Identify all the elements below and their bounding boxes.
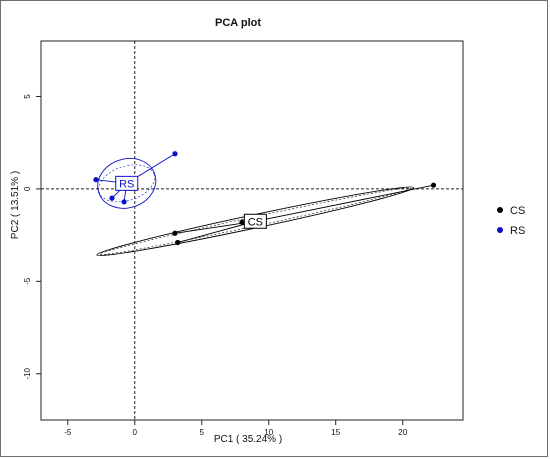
chart-title: PCA plot xyxy=(215,17,261,29)
axes: -5 0 5 10 15 20 5 0 -5 -10 xyxy=(23,94,408,437)
data-point xyxy=(172,151,178,157)
spider-line xyxy=(255,184,434,222)
y-axis-label: PC2 ( 13.51% ) xyxy=(10,171,21,239)
plot-area xyxy=(40,40,464,421)
x-tick-label: 5 xyxy=(200,428,205,437)
centroid-label: RS xyxy=(119,178,134,190)
group-rs: RS xyxy=(93,151,178,209)
spider-line xyxy=(177,220,256,243)
y-tick-label: 0 xyxy=(23,186,32,191)
x-axis-label: PC1 ( 35.24% ) xyxy=(214,434,282,445)
legend: CS RS xyxy=(497,205,525,237)
legend-marker xyxy=(497,207,503,213)
groups-layer: CS RS xyxy=(93,151,437,257)
x-tick-label: 20 xyxy=(398,428,407,437)
reference-lines xyxy=(41,41,463,420)
y-tick-label: 5 xyxy=(23,94,32,99)
legend-item-cs: CS xyxy=(497,205,525,217)
y-tick-label: -5 xyxy=(23,277,32,285)
centroid-label-box xyxy=(243,213,267,229)
data-point xyxy=(239,219,245,225)
y-tick-label: -10 xyxy=(23,367,32,379)
data-point xyxy=(175,239,181,246)
legend-marker xyxy=(497,227,503,233)
data-point xyxy=(430,182,437,188)
x-tick-label: 15 xyxy=(331,428,340,437)
data-point xyxy=(172,230,178,236)
legend-label: RS xyxy=(510,225,525,237)
centroid-label: CS xyxy=(248,216,263,228)
confidence-ellipse xyxy=(97,157,157,209)
x-tick-label: -5 xyxy=(64,428,72,437)
legend-label: CS xyxy=(510,205,525,217)
group-cs: CS xyxy=(96,182,437,257)
ellipse-inner-outline xyxy=(98,164,156,203)
x-tick-label: 10 xyxy=(264,428,273,437)
centroid-label-box xyxy=(115,175,139,191)
x-tick-label: 0 xyxy=(133,428,138,437)
data-point xyxy=(93,177,99,183)
data-point xyxy=(109,195,115,201)
data-point xyxy=(121,199,127,205)
legend-item-rs: RS xyxy=(497,225,525,237)
